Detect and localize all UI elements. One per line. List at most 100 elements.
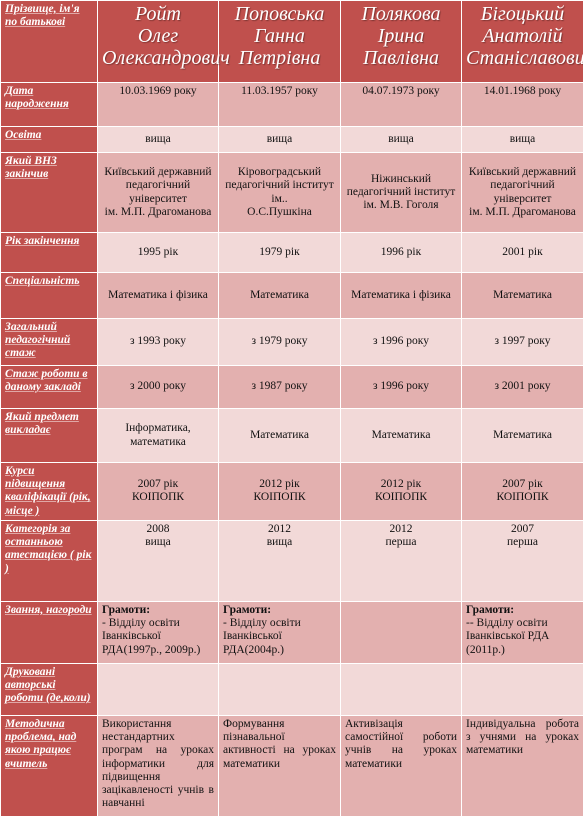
cell-line: вища	[223, 133, 336, 146]
cell-line: 2008	[102, 523, 214, 536]
table-row: Спеціальність Математика і фізика Математи…	[1, 273, 583, 319]
data-cell: вища	[341, 127, 462, 153]
data-cell: Математика і фізика	[98, 273, 219, 319]
data-cell: 11.03.1957 року	[219, 83, 341, 127]
data-cell: вища	[219, 127, 341, 153]
cell-line: Кіровоградський педагогічний інститут ім…	[223, 166, 336, 206]
cell-line: 2012 рік	[345, 478, 457, 491]
cell-line: Станіславович	[466, 47, 579, 69]
row-label: Рік закінчення	[1, 233, 98, 273]
cell-line: Формування пізнавальної активності на ур…	[223, 718, 336, 771]
row-label: Друковані авторські роботи (де,коли)	[1, 663, 98, 715]
row-label: Дата народження	[1, 83, 98, 127]
cell-line: з 1997 року	[466, 335, 579, 348]
data-cell: Кіровоградський педагогічний інститут ім…	[219, 153, 341, 233]
row-label: Методична проблема, над якою працює вчит…	[1, 715, 98, 816]
data-cell: Математика	[462, 409, 583, 463]
cell-line: КОІПОПК	[102, 491, 214, 504]
cell-line: Використання нестандартних програм на ур…	[102, 718, 214, 811]
cell-line: перша	[345, 536, 457, 549]
cell-line: 04.07.1973 року	[345, 85, 457, 98]
data-cell: 14.01.1968 року	[462, 83, 583, 127]
table-row: Друковані авторські роботи (де,коли)	[1, 663, 583, 715]
data-cell: з 1979 року	[219, 319, 341, 366]
cell-line: Київський державний педагогічний універс…	[102, 166, 214, 206]
cell-line: Математика і фізика	[102, 289, 214, 302]
cell-line: з 1996 року	[345, 335, 457, 348]
cell-line: Петрівна	[223, 47, 336, 69]
cell-line: Індивідуальна робота з учнями на уроках …	[466, 718, 579, 758]
cell-line: з 2000 року	[102, 380, 214, 393]
cell-line: 2007	[466, 523, 579, 536]
cell-line: Інформатика,	[102, 422, 214, 435]
cell-line: Бігоцький	[466, 3, 579, 25]
cell-heading: Грамоти:	[102, 604, 214, 617]
data-cell: вища	[462, 127, 583, 153]
row-label: Категорія за останньою атестацією ( рік …	[1, 520, 98, 601]
data-cell: 2001 рік	[462, 233, 583, 273]
cell-heading: Грамоти:	[223, 604, 336, 617]
data-cell	[219, 663, 341, 715]
cell-line: 1995 рік	[102, 246, 214, 259]
data-cell: Математика	[341, 409, 462, 463]
cell-line: ім. М.В. Гоголя	[345, 199, 457, 212]
cell-line: Ганна	[223, 25, 336, 47]
table-row: Курси підвищення кваліфікації (рік, місц…	[1, 463, 583, 521]
data-cell: Київський державний педагогічний універс…	[98, 153, 219, 233]
cell-line: з 2001 року	[466, 380, 579, 393]
data-cell: з 1997 року	[462, 319, 583, 366]
table-row: Категорія за останньою атестацією ( рік …	[1, 520, 583, 601]
data-cell: 04.07.1973 року	[341, 83, 462, 127]
data-cell: вища	[98, 127, 219, 153]
cell-line: - Відділу освіти Іванківської РДА(1997р.…	[102, 617, 214, 657]
cell-line: 14.01.1968 року	[466, 85, 579, 98]
cell-line: Полякова	[345, 3, 457, 25]
row-label: Стаж роботи в даному закладі	[1, 366, 98, 409]
cell-line: Ройт	[102, 3, 214, 25]
data-cell: 10.03.1969 року	[98, 83, 219, 127]
cell-line: КОІПОПК	[466, 491, 579, 504]
cell-line: з 1993 року	[102, 335, 214, 348]
corner-cell: Прізвище, ім'я по батькові	[1, 1, 98, 83]
data-cell: 1996 рік	[341, 233, 462, 273]
cell-line: Київський державний педагогічний універс…	[466, 166, 579, 206]
data-cell: Математика	[219, 273, 341, 319]
row-label: Загальний педагогічний стаж	[1, 319, 98, 366]
row-label: Спеціальність	[1, 273, 98, 319]
cell-line: Математика	[345, 429, 457, 442]
data-cell	[462, 663, 583, 715]
data-cell: з 1996 року	[341, 319, 462, 366]
cell-line: О.С.Пушкіна	[223, 206, 336, 219]
row-label: Який ВНЗ закінчив	[1, 153, 98, 233]
cell-line: Поповська	[223, 3, 336, 25]
data-cell	[341, 663, 462, 715]
data-cell: Грамоти:- Відділу освіти Іванківської РД…	[219, 601, 341, 663]
data-cell: Використання нестандартних програм на ур…	[98, 715, 219, 816]
cell-line: 1979 рік	[223, 246, 336, 259]
cell-line: -- Відділу освіти Іванківської РДА (2011…	[466, 617, 579, 657]
data-cell: Математика	[462, 273, 583, 319]
cell-line: 2012	[345, 523, 457, 536]
cell-line: Математика	[466, 429, 579, 442]
table-row: Методична проблема, над якою працює вчит…	[1, 715, 583, 816]
data-cell: Інформатика,математика	[98, 409, 219, 463]
cell-line: 2007 рік	[102, 478, 214, 491]
cell-line: математика	[102, 436, 214, 449]
data-cell: Формування пізнавальної активності на ур…	[219, 715, 341, 816]
data-cell: з 2000 року	[98, 366, 219, 409]
data-cell	[98, 663, 219, 715]
cell-line: Олександрович	[102, 47, 214, 69]
cell-line: 11.03.1957 року	[223, 85, 336, 98]
